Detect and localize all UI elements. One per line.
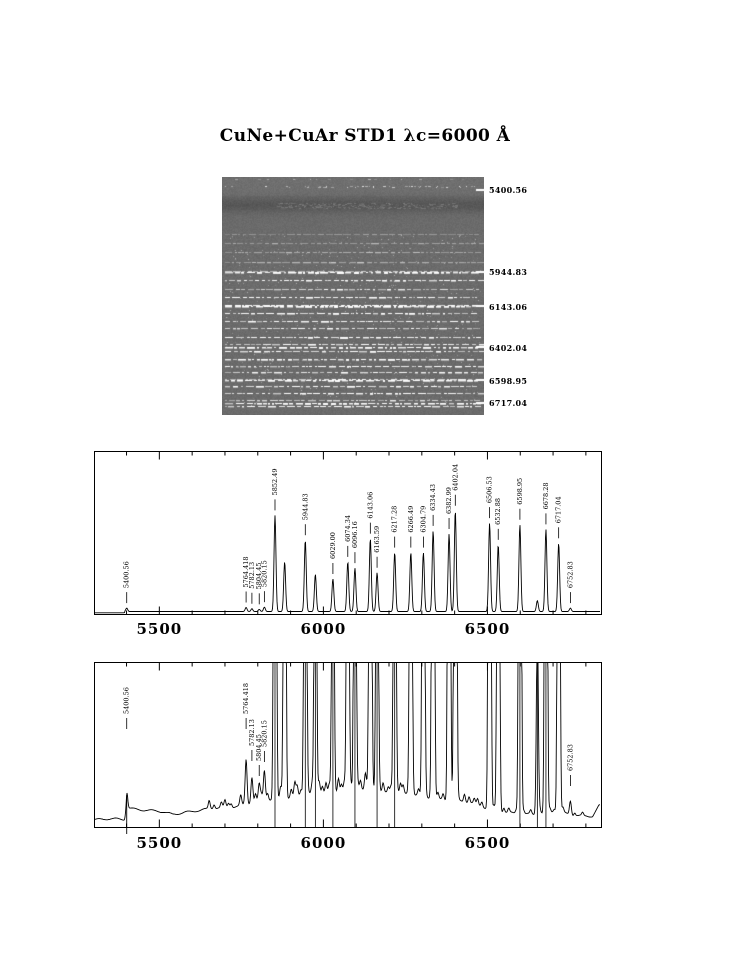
line-wavelength-label: 6752.83	[566, 744, 574, 771]
line-wavelength-label: 5804.45	[255, 734, 263, 761]
image-wavelength-label: 5400.56	[489, 185, 528, 196]
line-wavelength-label: 5852.49	[271, 469, 279, 496]
line-wavelength-label: 5764.418	[242, 683, 250, 714]
x-tick-label: 6000	[300, 834, 347, 852]
line-wavelength-label: 6143.06	[366, 492, 374, 519]
image-wavelength-label: 6598.95	[489, 375, 528, 386]
figure-title: CuNe+CuAr STD1 λc=6000 Å	[219, 126, 511, 146]
line-wavelength-label: 6304.79	[419, 506, 427, 533]
line-wavelength-label: 6096.16	[351, 521, 359, 548]
line-wavelength-label: 5804.45	[255, 562, 263, 589]
x-tick-label: 6500	[464, 620, 511, 638]
line-wavelength-label: 5944.83	[301, 493, 309, 520]
line-wavelength-label: 6752.83	[566, 561, 574, 588]
line-wavelength-label: 5782.13	[248, 562, 256, 589]
line-wavelength-label: 6074.34	[344, 515, 352, 542]
image-wavelength-label: 6143.06	[489, 301, 528, 312]
image-wavelength-label: 6717.04	[489, 398, 528, 409]
image-wavelength-label: 6402.04	[489, 342, 528, 353]
line-wavelength-label: 6029.00	[329, 532, 337, 559]
x-tick-label: 5500	[136, 834, 183, 852]
line-wavelength-label: 6598.95	[516, 478, 524, 505]
line-wavelength-label: 5782.13	[248, 719, 256, 746]
line-wavelength-label: 5400.56	[123, 561, 131, 588]
line-wavelength-label: 5820.15	[260, 720, 268, 747]
x-tick-label: 6000	[300, 620, 347, 638]
line-wavelength-label: 6678.28	[542, 482, 550, 509]
echelle-arc-image	[222, 177, 484, 415]
image-wavelength-label: 5944.83	[489, 267, 528, 278]
line-wavelength-label: 5820.15	[260, 560, 268, 587]
x-tick-label: 6500	[464, 834, 511, 852]
line-wavelength-label: 6266.49	[407, 506, 415, 533]
line-wavelength-label: 5764.418	[242, 556, 250, 587]
line-wavelength-label: 6402.04	[451, 464, 459, 491]
line-wavelength-label: 6506.53	[486, 476, 494, 503]
x-tick-label: 5500	[136, 620, 183, 638]
line-wavelength-label: 6532.88	[494, 498, 502, 525]
line-wavelength-label: 6717.04	[555, 496, 563, 523]
line-wavelength-label: 6163.59	[373, 526, 381, 553]
line-wavelength-label: 6217.28	[391, 506, 399, 533]
line-wavelength-label: 6334.43	[429, 484, 437, 511]
line-wavelength-label: 5400.56	[123, 687, 131, 714]
line-wavelength-label: 6382.99	[445, 487, 453, 514]
